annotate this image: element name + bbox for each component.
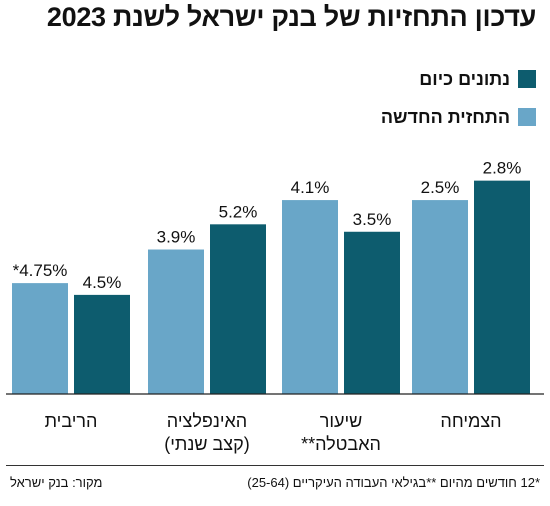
bar-forecast-2 — [282, 200, 338, 394]
legend-label-current: נתונים כיום — [419, 68, 510, 89]
data-label-forecast-2: 4.1% — [291, 178, 330, 197]
bar-current-2 — [344, 231, 400, 394]
data-label-current-2: 3.5% — [353, 210, 392, 229]
legend-swatch-current — [518, 70, 536, 88]
category-label-2-line-0: שיעור — [320, 411, 363, 431]
legend-item-forecast: התחזית החדשה — [381, 106, 536, 128]
data-label-forecast-1: 3.9% — [157, 228, 196, 247]
data-label-forecast-3: 2.5% — [421, 178, 460, 197]
legend-item-current: נתונים כיום — [381, 68, 536, 90]
category-label-1-line-0: האינפלציה — [167, 411, 247, 431]
bar-forecast-3 — [412, 200, 468, 394]
bar-forecast-0 — [12, 283, 68, 394]
chart-title: עדכון התחזיות של בנק ישראל לשנת 2023 — [46, 2, 536, 32]
category-label-0-line-0: הריבית — [45, 411, 98, 431]
bar-current-0 — [74, 294, 130, 394]
bar-forecast-1 — [148, 249, 204, 394]
footer-divider — [6, 465, 544, 466]
legend: נתונים כיום התחזית החדשה — [381, 68, 536, 144]
category-label-2-line-1: האבטלה** — [301, 434, 381, 454]
source-note: מקור: בנק ישראל — [10, 475, 103, 490]
data-label-current-3: 2.8% — [483, 159, 522, 178]
legend-label-forecast: התחזית החדשה — [380, 106, 510, 127]
bar-current-3 — [474, 180, 530, 394]
data-label-current-1: 5.2% — [219, 202, 258, 221]
footnote: *12 חודשים מהיום **בגילאי העבודה העיקריי… — [247, 475, 540, 490]
category-label-1-line-1: (קצב שנתי) — [164, 434, 249, 454]
category-label-3-line-0: הצמיחה — [440, 411, 501, 431]
data-label-forecast-0: *4.75% — [13, 261, 68, 280]
data-label-current-0: 4.5% — [83, 273, 122, 292]
bar-current-1 — [210, 224, 266, 394]
legend-swatch-forecast — [518, 108, 536, 126]
